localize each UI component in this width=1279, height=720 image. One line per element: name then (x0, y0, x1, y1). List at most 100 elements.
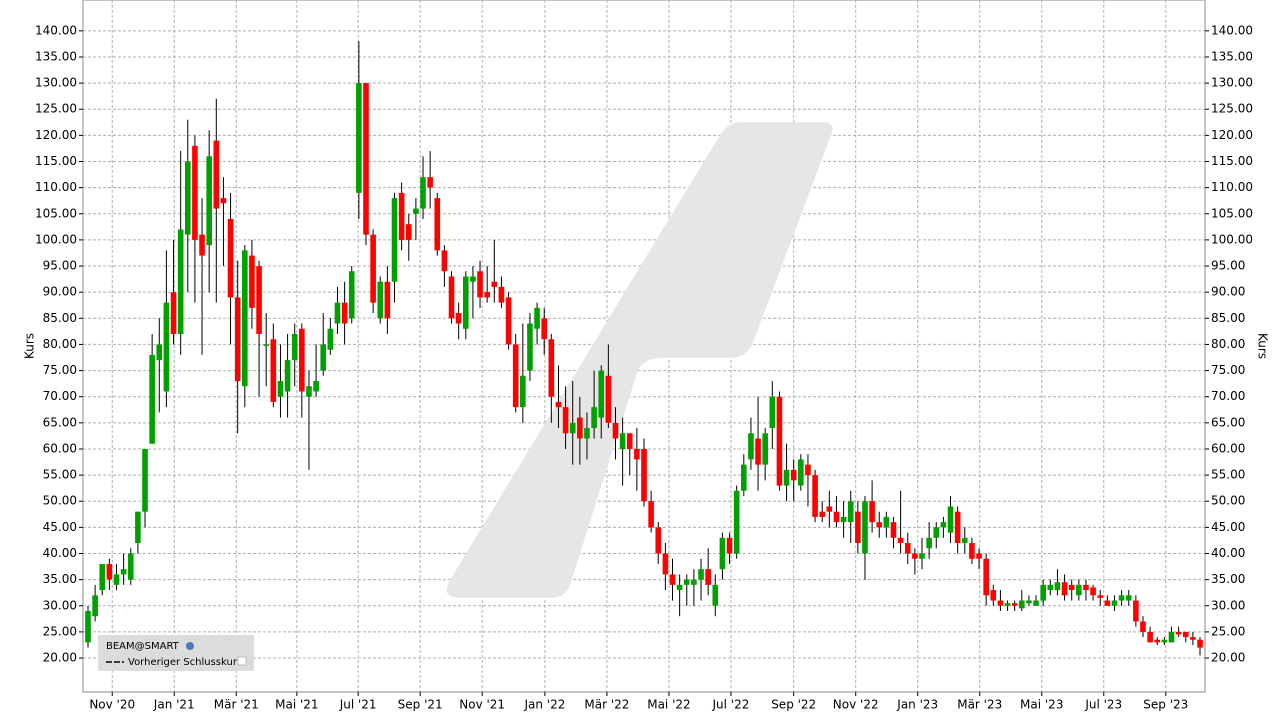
candle-body (947, 506, 954, 533)
candle-body (277, 381, 284, 397)
candle-body (1168, 631, 1175, 643)
candle-body (1154, 639, 1161, 643)
candle-body (341, 302, 348, 324)
candle-body (199, 234, 205, 256)
legend-checkbox[interactable] (237, 656, 247, 666)
candle-body (990, 590, 997, 601)
y-tick-label: 140.00 (35, 23, 77, 37)
candle-body (897, 537, 904, 544)
candle-body (156, 344, 163, 361)
candle-body (605, 375, 612, 423)
candle-body (783, 469, 790, 486)
candle-body (790, 469, 797, 481)
x-tick-label: Mär '21 (214, 698, 259, 712)
y-axis-label: Kurs (23, 333, 37, 359)
candle-body (441, 250, 448, 272)
y2-tick-label: 45.00 (1211, 520, 1245, 534)
candle-body (748, 433, 754, 460)
y2-tick-label: 75.00 (1211, 363, 1245, 377)
candle-body (1004, 603, 1011, 606)
y-tick-label: 25.00 (43, 624, 77, 638)
candle-body (662, 553, 669, 575)
candle-body (498, 286, 505, 303)
candle-body (170, 292, 177, 334)
candle-body (384, 281, 391, 319)
y2-tick-label: 65.00 (1211, 415, 1245, 429)
candle-body (577, 417, 583, 439)
candle-body (1033, 600, 1039, 606)
y-tick-label: 135.00 (35, 49, 77, 63)
candle-body (676, 584, 683, 591)
candle-body (370, 234, 376, 303)
x-tick-label: Mai '23 (1020, 698, 1063, 712)
candle-body (127, 553, 134, 580)
candle-body (1175, 631, 1182, 635)
y2-tick-label: 25.00 (1211, 624, 1245, 638)
x-tick-label: Jul '21 (339, 698, 377, 712)
candle-body (669, 574, 676, 585)
candle-body (462, 276, 469, 329)
y-tick-label: 20.00 (43, 651, 77, 665)
candle-body (769, 396, 776, 429)
x-tick-label: Mär '23 (957, 698, 1002, 712)
y2-tick-label: 90.00 (1211, 285, 1245, 299)
x-tick-label: Jan '22 (523, 698, 565, 712)
y2-axis-label: Kurs (1256, 333, 1270, 359)
y2-tick-label: 130.00 (1211, 76, 1253, 90)
candle-body (833, 511, 840, 523)
candle-body (1083, 584, 1089, 591)
candle-body (762, 433, 768, 465)
candle-body (912, 553, 918, 559)
y2-tick-label: 20.00 (1211, 651, 1245, 665)
candle-body (1161, 639, 1168, 643)
x-tick-label: Jan '21 (153, 698, 195, 712)
candle-body (256, 266, 262, 334)
candle-body (983, 558, 989, 596)
candle-body (883, 516, 890, 528)
candle-body (92, 595, 98, 617)
candle-body (363, 83, 369, 235)
candle-body (719, 537, 726, 570)
candle-body (398, 192, 405, 240)
candles (85, 41, 1203, 656)
candle-body (548, 339, 555, 397)
candle-body (619, 433, 626, 449)
candle-body (1147, 631, 1153, 643)
candle-body (1068, 584, 1075, 591)
y-tick-label: 50.00 (43, 494, 77, 508)
candle-body (377, 281, 384, 319)
candle-body (113, 574, 120, 585)
candle-body (1104, 600, 1111, 606)
candle-body (242, 250, 248, 387)
y2-tick-label: 110.00 (1211, 180, 1253, 194)
candle-body (106, 563, 113, 580)
candle-body (847, 501, 854, 523)
x-tick-label: Jan '23 (896, 698, 938, 712)
candle-body (391, 198, 398, 282)
candle-body (648, 501, 654, 528)
candle-body (733, 490, 740, 554)
candle-body (1076, 584, 1082, 596)
y-tick-label: 65.00 (43, 415, 77, 429)
candle-body (961, 537, 968, 544)
candle-body (484, 292, 490, 298)
y2-tick-label: 140.00 (1211, 23, 1253, 37)
candle-body (862, 501, 868, 554)
y2-tick-label: 55.00 (1211, 468, 1245, 482)
candle-body (184, 161, 191, 235)
candle-body (1197, 639, 1203, 648)
candle-body (177, 229, 184, 334)
candle-body (584, 428, 590, 439)
candle-body (270, 339, 277, 402)
candle-body (969, 543, 975, 559)
candle-body (505, 297, 512, 345)
y2-tick-label: 95.00 (1211, 259, 1245, 273)
candle-body (755, 438, 761, 465)
candle-body (306, 386, 312, 397)
candle-body (840, 516, 847, 523)
candle-body (263, 344, 269, 346)
candle-body (1040, 584, 1046, 601)
candle-body (798, 459, 804, 486)
y-tick-label: 40.00 (43, 546, 77, 560)
